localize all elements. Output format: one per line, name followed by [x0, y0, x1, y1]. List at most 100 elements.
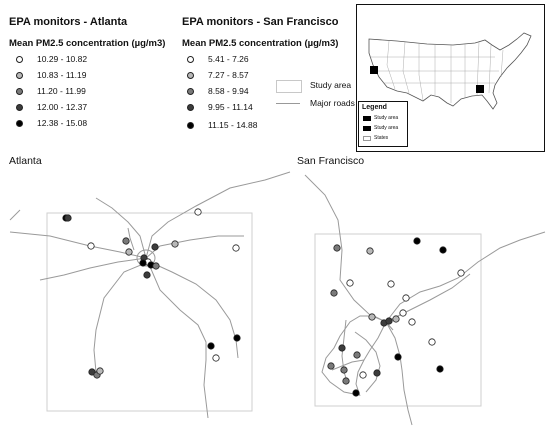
legend-label: 10.29 - 10.82 [37, 54, 88, 64]
monitor [207, 342, 215, 350]
monitor [87, 242, 95, 250]
sf-legend-subtitle: Mean PM2.5 concentration (µg/m3) [182, 38, 339, 49]
sf-legend-item: 5.41 - 7.26 [187, 54, 249, 64]
sf-study-area [314, 233, 482, 407]
monitor [394, 353, 402, 361]
monitor [338, 344, 346, 352]
sf-monitors [327, 237, 465, 397]
monitor [125, 248, 133, 256]
legend-label: 10.83 - 11.19 [37, 70, 87, 80]
legend-swatch [187, 55, 194, 63]
monitor [212, 354, 220, 362]
inset-legend-label: Study area [374, 115, 399, 121]
sf-legend-item: 11.15 - 14.88 [187, 120, 257, 130]
monitor [368, 313, 376, 321]
atlanta-legend-item: 12.38 - 15.08 [16, 118, 87, 128]
legend-label: 5.41 - 7.26 [208, 54, 249, 64]
inset-study-area-sf [370, 66, 378, 74]
sf-roads [304, 174, 546, 426]
inset-legend-label: States [374, 135, 389, 141]
sf-legend-title: EPA monitors - San Francisco [182, 16, 339, 28]
legend-label: 11.20 - 11.99 [37, 86, 86, 96]
atlanta-panel-label: Atlanta [9, 155, 42, 167]
study-area-label: Study area [310, 80, 352, 90]
monitor [428, 338, 436, 346]
major-roads-swatch [276, 103, 300, 104]
sf-legend-item: 7.27 - 8.57 [187, 70, 249, 80]
atlanta-legend-item: 10.29 - 10.82 [16, 54, 87, 64]
legend-swatch [187, 103, 194, 111]
monitor [122, 237, 130, 245]
atlanta-perimeter-road [136, 249, 156, 267]
atlanta-legend-subtitle: Mean PM2.5 concentration (µg/m3) [9, 38, 166, 49]
monitor [385, 317, 393, 325]
atlanta-legend-item: 10.83 - 11.19 [16, 70, 86, 80]
inset-legend-swatch [363, 136, 371, 141]
monitor [330, 289, 338, 297]
sf-legend-item: 8.58 - 9.94 [187, 86, 249, 96]
study-area-swatch [276, 80, 302, 93]
legend-label: 7.27 - 8.57 [208, 70, 249, 80]
monitor [151, 243, 159, 251]
monitor [457, 269, 465, 277]
monitor [366, 247, 374, 255]
monitor [232, 244, 240, 252]
state-borders [371, 40, 504, 103]
monitor [408, 318, 416, 326]
sf-panel-label: San Francisco [297, 155, 365, 167]
monitor [439, 246, 447, 254]
legend-label: 8.58 - 9.94 [208, 86, 249, 96]
major-roads-label: Major roads [310, 98, 355, 108]
monitor [333, 244, 341, 252]
monitor [171, 240, 179, 248]
legend-label: 12.38 - 15.08 [37, 118, 88, 128]
monitor [64, 214, 72, 222]
atlanta-legend-item: 11.20 - 11.99 [16, 86, 86, 96]
monitor [373, 369, 381, 377]
legend-swatch [16, 103, 23, 111]
inset-legend-swatch [363, 126, 371, 131]
monitor [402, 294, 410, 302]
legend-swatch [187, 121, 194, 129]
inset-map: Legend Study area Study area States [356, 4, 545, 152]
legend-swatch [187, 87, 194, 95]
monitor [139, 259, 147, 267]
atlanta-study-area [46, 212, 253, 412]
usa-outline [368, 32, 532, 110]
sf-legend-item: 9.95 - 11.14 [187, 102, 253, 112]
monitor [436, 365, 444, 373]
atlanta-legend-title: EPA monitors - Atlanta [9, 16, 128, 28]
atlanta-monitors [62, 208, 241, 379]
monitor [399, 309, 407, 317]
monitor [346, 279, 354, 287]
legend-label: 11.15 - 14.88 [208, 120, 258, 130]
monitor [387, 280, 395, 288]
monitor [233, 334, 241, 342]
legend-swatch [187, 71, 194, 79]
monitor [96, 367, 104, 375]
monitor [194, 208, 202, 216]
legend-swatch [16, 71, 23, 79]
inset-legend-title: Legend [362, 104, 387, 111]
monitor [392, 315, 400, 323]
monitor [353, 351, 361, 359]
legend-label: 12.00 - 12.37 [37, 102, 88, 112]
inset-legend-label: Study area [374, 125, 399, 131]
inset-study-area-atlanta [476, 85, 484, 93]
monitor [327, 362, 335, 370]
legend-label: 9.95 - 11.14 [208, 102, 253, 112]
monitor [152, 262, 160, 270]
legend-swatch [16, 87, 23, 95]
legend-swatch [16, 119, 23, 127]
monitor [352, 389, 360, 397]
monitor [340, 366, 348, 374]
monitor [342, 377, 350, 385]
monitor [359, 371, 367, 379]
inset-legend: Legend Study area Study area States [358, 101, 408, 147]
atlanta-legend-item: 12.00 - 12.37 [16, 102, 87, 112]
monitor [413, 237, 421, 245]
inset-legend-swatch [363, 116, 371, 121]
monitor [143, 271, 151, 279]
